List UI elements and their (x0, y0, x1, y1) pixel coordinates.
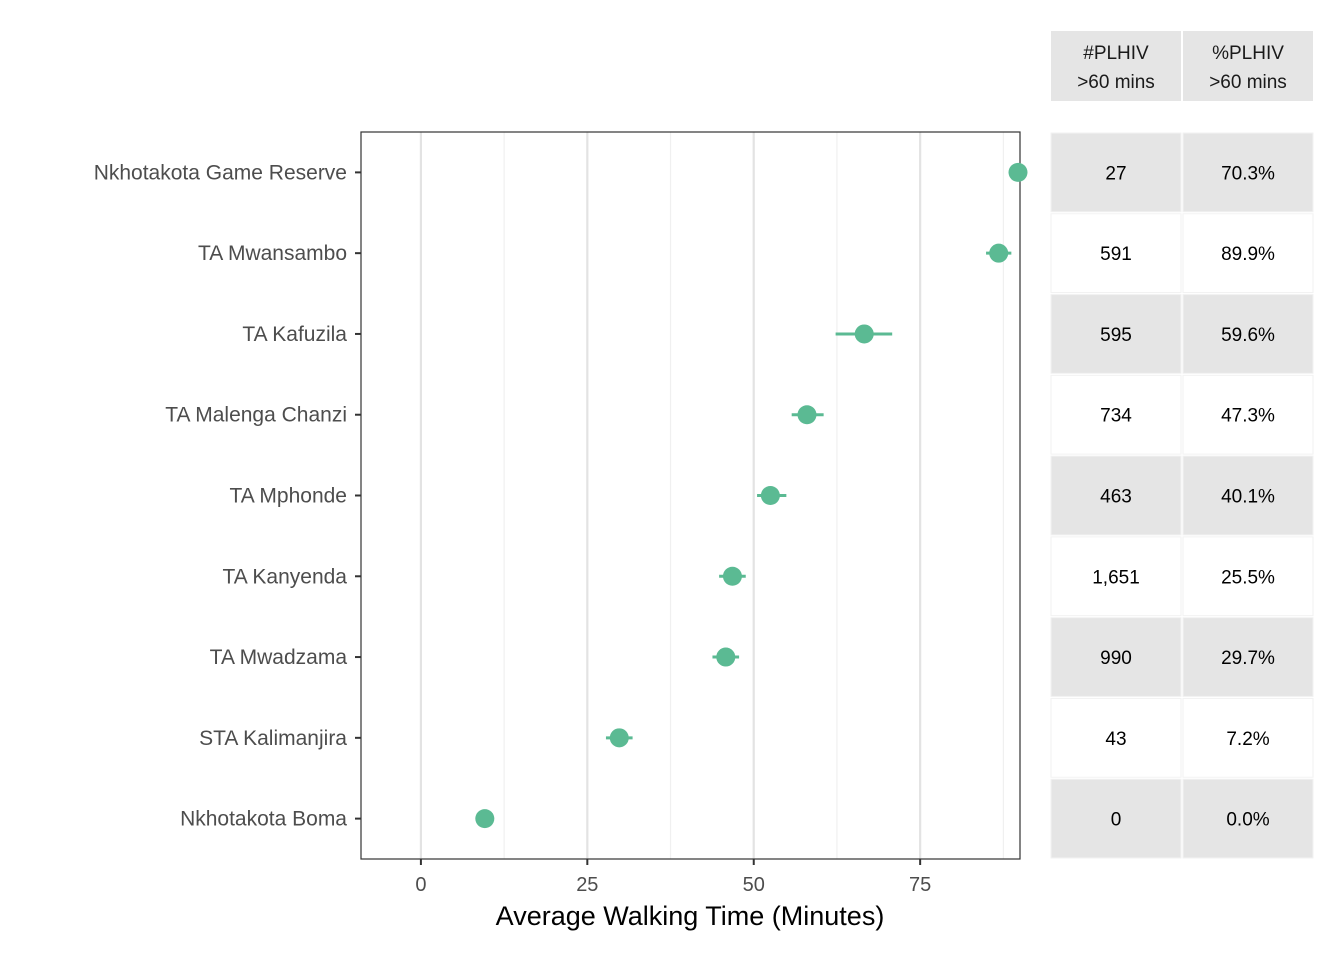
plhiv-count-cell: 27 (1105, 163, 1126, 184)
y-tick-label: STA Kalimanjira (199, 727, 347, 750)
plhiv-count-cell: 0 (1111, 810, 1122, 831)
data-point (854, 324, 874, 344)
plhiv-percent-cell: 0.0% (1226, 810, 1269, 831)
plhiv-count-cell: 595 (1100, 325, 1132, 346)
plhiv-percent-cell: 7.2% (1226, 729, 1269, 750)
x-tick-label: 25 (576, 874, 598, 896)
x-tick-label: 0 (415, 874, 426, 896)
table-header-cell (1183, 31, 1313, 101)
plhiv-percent-cell: 89.9% (1221, 244, 1275, 265)
table-cell-bg (1050, 213, 1182, 294)
y-tick-label: Nkhotakota Game Reserve (94, 161, 347, 184)
y-tick-label: TA Mphonde (229, 485, 347, 508)
x-axis-title: Average Walking Time (Minutes) (496, 901, 885, 931)
chart-marks (475, 162, 1028, 829)
table-cell-bg (1182, 778, 1314, 859)
x-tick-label: 75 (909, 874, 931, 896)
y-tick-label: TA Malenga Chanzi (165, 404, 347, 427)
y-axis: Nkhotakota Game Reserve TA Mwansambo TA Ka… (94, 161, 361, 831)
table-cell-bg (1182, 213, 1314, 294)
plhiv-count-cell: 43 (1105, 729, 1126, 750)
plhiv-percent-cell: 29.7% (1221, 648, 1275, 669)
table-header-cell (1051, 31, 1181, 101)
y-tick-label: TA Kanyenda (222, 565, 347, 588)
y-tick-label: TA Mwadzama (210, 646, 348, 669)
panel-grid (360, 131, 1021, 860)
table-header-line-2: >60 mins (1209, 72, 1287, 93)
plhiv-count-cell: 734 (1100, 406, 1132, 427)
x-axis: 0 25 50 75 (415, 859, 931, 896)
y-tick-label: Nkhotakota Boma (180, 808, 347, 831)
table-cell-bg (1050, 536, 1182, 617)
table-cell-bg (1050, 455, 1182, 536)
table-cell-bg (1182, 455, 1314, 536)
plhiv-count-cell: 1,651 (1092, 567, 1140, 588)
table-cell-bg (1182, 132, 1314, 213)
table-cell-bg (1050, 778, 1182, 859)
data-point (609, 728, 629, 748)
table-cell-bg (1050, 617, 1182, 697)
plhiv-percent-cell: 40.1% (1221, 487, 1275, 508)
table-cell-bg (1182, 536, 1314, 617)
side-table: #PLHIV >60 mins %PLHIV >60 mins 27 70.3% 591 89… (1050, 31, 1314, 859)
data-point (760, 486, 780, 505)
table-header-line-1: #PLHIV (1083, 43, 1149, 64)
plhiv-count-cell: 990 (1100, 648, 1132, 669)
table-cell-bg (1182, 294, 1314, 374)
table-cell-bg (1050, 374, 1182, 455)
data-point (716, 647, 736, 667)
plhiv-percent-cell: 59.6% (1221, 325, 1275, 346)
panel-background (361, 132, 1020, 859)
data-point (797, 405, 817, 425)
table-header-line-1: %PLHIV (1212, 43, 1284, 64)
table-cell-bg (1050, 697, 1182, 778)
data-point (1008, 162, 1028, 182)
plhiv-count-cell: 463 (1100, 487, 1132, 508)
table-cell-bg (1182, 374, 1314, 455)
plhiv-count-cell: 591 (1100, 244, 1132, 265)
table-cell-bg (1182, 617, 1314, 697)
table-cell-bg (1050, 294, 1182, 374)
x-tick-label: 50 (743, 874, 765, 896)
plhiv-percent-cell: 47.3% (1221, 406, 1275, 427)
table-cell-bg (1182, 697, 1314, 778)
data-point (989, 243, 1009, 263)
y-tick-label: TA Kafuzila (242, 323, 347, 346)
plhiv-percent-cell: 70.3% (1221, 163, 1275, 184)
data-point (475, 809, 495, 829)
table-cell-bg (1050, 132, 1182, 213)
y-tick-label: TA Mwansambo (198, 242, 347, 265)
plhiv-percent-cell: 25.5% (1221, 567, 1275, 588)
data-point (722, 566, 742, 586)
table-header-line-2: >60 mins (1077, 72, 1155, 93)
